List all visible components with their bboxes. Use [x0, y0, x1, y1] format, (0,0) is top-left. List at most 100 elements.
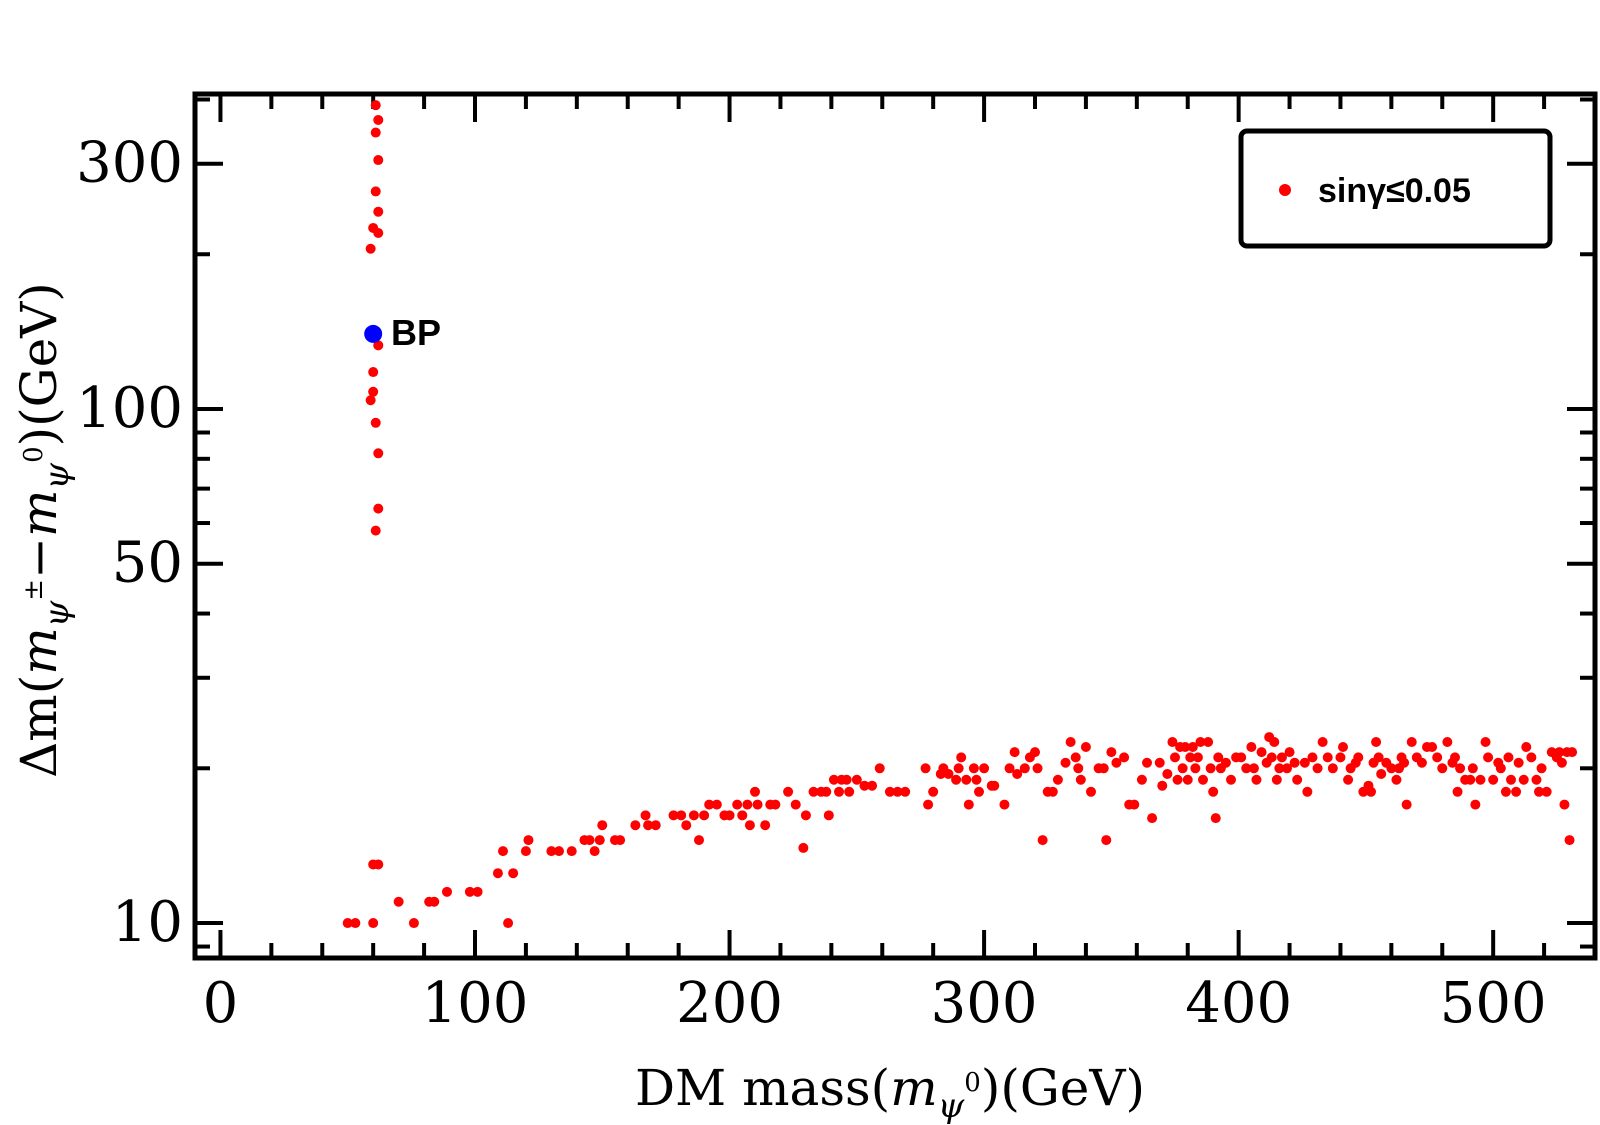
data-point	[750, 786, 760, 797]
data-point	[742, 799, 753, 810]
data-point	[373, 114, 384, 125]
data-point	[1521, 742, 1532, 753]
data-point	[342, 918, 353, 929]
data-point	[408, 918, 419, 929]
data-point	[368, 367, 379, 378]
data-point	[1205, 763, 1216, 774]
data-point	[1327, 763, 1338, 774]
data-point	[724, 810, 735, 821]
data-point	[892, 786, 903, 797]
data-point	[1312, 763, 1323, 774]
data-point	[373, 155, 384, 166]
data-point	[1511, 786, 1522, 797]
data-point	[1256, 747, 1267, 758]
data-point	[1070, 752, 1081, 763]
data-point	[1284, 747, 1295, 758]
data-point	[1030, 747, 1040, 758]
data-point	[1086, 786, 1096, 797]
data-point	[1032, 763, 1043, 774]
data-point	[1401, 799, 1412, 810]
data-point	[1503, 752, 1514, 763]
x-axis-title: DM mass(mψ0)(GeV)	[635, 1059, 1145, 1125]
data-point	[1276, 752, 1287, 763]
data-point	[694, 835, 704, 846]
data-point	[1266, 752, 1277, 763]
data-point	[798, 842, 809, 853]
data-point	[1335, 752, 1346, 763]
data-point	[1182, 774, 1193, 785]
data-point	[373, 340, 384, 351]
data-point	[961, 774, 972, 785]
data-point	[643, 820, 654, 831]
data-point	[1376, 768, 1387, 779]
data-point	[1531, 774, 1542, 785]
y-tick-label: 300	[76, 131, 183, 196]
data-point	[1322, 752, 1333, 763]
data-point	[1047, 786, 1058, 797]
data-point	[1192, 752, 1203, 763]
data-point	[1307, 752, 1318, 763]
legend: sinγ≤0.05	[1238, 128, 1553, 249]
data-point	[1373, 752, 1384, 763]
data-point	[1391, 774, 1402, 785]
data-point	[1037, 835, 1048, 846]
data-point	[943, 768, 954, 779]
data-point	[1060, 757, 1071, 768]
data-point	[1177, 763, 1188, 774]
data-point	[1147, 813, 1158, 824]
data-point	[365, 395, 376, 406]
data-point	[370, 186, 381, 197]
data-point	[1236, 752, 1247, 763]
data-point	[1317, 736, 1328, 747]
data-point	[1488, 774, 1499, 785]
data-point	[630, 820, 641, 831]
y-tick-label: 100	[76, 376, 183, 441]
data-point	[1452, 786, 1463, 797]
data-point	[867, 780, 878, 791]
data-point	[770, 799, 781, 810]
data-point	[1432, 752, 1443, 763]
data-point	[498, 846, 508, 857]
y-tick-label: 50	[112, 531, 183, 596]
data-point	[1271, 774, 1282, 785]
data-point	[1065, 736, 1076, 747]
data-point	[1526, 752, 1537, 763]
data-point	[370, 127, 381, 138]
legend-marker	[1279, 184, 1291, 196]
data-point	[1554, 747, 1565, 758]
data-point	[1556, 757, 1567, 768]
data-point	[923, 799, 934, 810]
data-point	[1366, 786, 1376, 797]
data-point	[1098, 763, 1109, 774]
data-point	[1185, 752, 1196, 763]
data-point	[1075, 774, 1086, 785]
x-tick-label: 200	[676, 971, 783, 1036]
data-point	[790, 799, 801, 810]
data-point	[554, 846, 564, 857]
data-point	[1455, 763, 1466, 774]
data-point	[1190, 763, 1201, 774]
data-point	[1119, 752, 1130, 763]
data-point	[1157, 780, 1168, 791]
data-point	[900, 786, 911, 797]
data-point	[370, 417, 381, 428]
data-point	[1154, 757, 1165, 768]
data-point	[1167, 736, 1178, 747]
data-point	[442, 886, 452, 897]
bp-point	[364, 324, 383, 343]
bp-annotation: BP	[391, 312, 441, 353]
y-tick-labels: 10 50 100 300	[76, 131, 183, 955]
plot-border	[192, 91, 1598, 961]
data-point	[783, 786, 794, 797]
y-axis-title: Δm(mψ±−mψ0)(GeV)	[10, 282, 77, 778]
data-point	[1101, 835, 1112, 846]
data-point	[368, 386, 379, 397]
data-point	[859, 780, 870, 791]
legend-label: sinγ≤0.05	[1318, 172, 1471, 210]
data-point	[1162, 768, 1173, 779]
data-point	[1073, 763, 1084, 774]
data-point	[1210, 813, 1221, 824]
data-point	[732, 799, 743, 810]
data-point	[1111, 757, 1122, 768]
